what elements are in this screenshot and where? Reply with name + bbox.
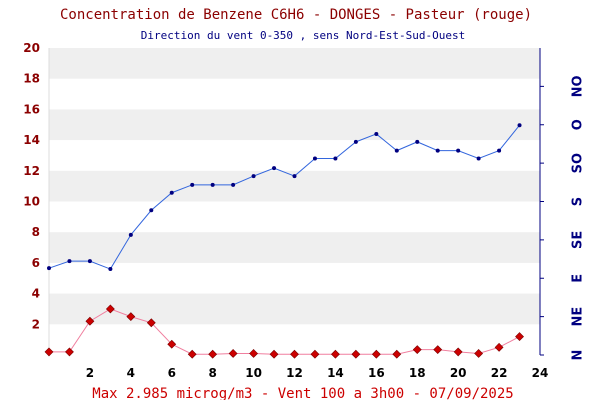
plot-background (49, 48, 540, 325)
x-tick-label: 2 (86, 366, 94, 380)
wind-point (190, 182, 195, 187)
left-axis-ticks: 2 4 6 8 10 12 14 16 18 20 (23, 41, 40, 331)
chart-title: Concentration de Benzene C6H6 - DONGES -… (60, 7, 532, 23)
benzene-point (85, 316, 95, 326)
benzene-point (330, 349, 340, 359)
wind-point (108, 267, 113, 272)
y-tick-label: 14 (23, 133, 40, 147)
wind-direction-label: S (571, 197, 586, 206)
y-tick-label: 4 (32, 287, 40, 301)
wind-point (292, 174, 297, 179)
wind-direction-series (47, 123, 522, 272)
y-tick-label: 12 (23, 164, 40, 178)
y-tick-label: 8 (32, 225, 40, 239)
x-tick-label: 10 (245, 366, 262, 380)
x-tick-label: 20 (450, 366, 467, 380)
grid-band (49, 109, 540, 141)
x-tick-label: 14 (327, 366, 344, 380)
wind-direction-axis: N NE E SE S SO O NO (539, 48, 586, 361)
y-tick-label: 2 (32, 317, 40, 331)
benzene-point (65, 347, 74, 357)
wind-point (517, 123, 522, 128)
wind-point (456, 148, 461, 153)
x-tick-label: 18 (409, 366, 426, 380)
wind-direction-label: N (571, 350, 586, 361)
wind-point (394, 148, 399, 153)
wind-line (48, 124, 520, 270)
x-tick-label: 6 (168, 366, 176, 380)
benzene-point (105, 304, 115, 314)
x-tick-label: 22 (491, 366, 508, 380)
benzene-point (412, 345, 422, 355)
wind-point (149, 208, 154, 213)
wind-direction-label: O (571, 119, 586, 130)
wind-point (169, 190, 174, 195)
wind-direction-label: E (571, 274, 586, 283)
wind-direction-label: NO (571, 75, 586, 97)
x-tick-label: 8 (208, 366, 216, 380)
wind-point (128, 232, 133, 237)
x-tick-label: 16 (368, 366, 385, 380)
benzene-point (474, 349, 484, 358)
wind-point (333, 156, 338, 161)
benzene-point (126, 312, 136, 322)
wind-point (87, 259, 92, 264)
y-tick-label: 6 (32, 256, 40, 270)
benzene-point (228, 349, 238, 358)
x-tick-label: 24 (532, 366, 549, 380)
benzene-series (44, 304, 524, 359)
y-tick-label: 20 (23, 41, 40, 55)
benzene-point (515, 332, 524, 342)
wind-point (476, 156, 481, 161)
x-tick-label: 4 (127, 366, 135, 380)
chart-footer: Max 2.985 microg/m3 - Vent 100 a 3h00 - … (92, 386, 513, 400)
benzene-point (44, 347, 54, 357)
wind-point (67, 259, 72, 264)
y-tick-label: 18 (23, 72, 40, 86)
benzene-point (494, 342, 504, 352)
grid-band (49, 293, 540, 325)
wind-point (210, 182, 215, 187)
benzene-point (167, 339, 177, 349)
benzene-point (371, 349, 381, 359)
wind-point (374, 131, 379, 136)
wind-point (497, 148, 502, 153)
x-tick-label: 12 (286, 366, 303, 380)
benzene-point (249, 349, 259, 358)
wind-point (353, 139, 358, 144)
benzene-point (208, 349, 218, 359)
wind-point (435, 148, 440, 153)
x-axis-ticks: 2 4 6 8 10 12 14 16 18 20 22 24 (86, 366, 549, 380)
y-tick-label: 16 (23, 102, 40, 116)
benzene-point (187, 349, 197, 359)
grid-band (49, 48, 540, 79)
wind-point (251, 174, 256, 179)
benzene-point (146, 318, 156, 328)
wind-point (47, 266, 51, 271)
benzene-point (310, 349, 320, 359)
grid-band (49, 232, 540, 263)
wind-point (272, 166, 277, 171)
wind-point (415, 139, 420, 144)
benzene-point (290, 349, 299, 359)
chart-subtitle: Direction du vent 0-350 , sens Nord-Est-… (141, 29, 466, 42)
wind-direction-label: SE (571, 231, 586, 249)
wind-point (231, 182, 236, 187)
benzene-point (392, 349, 402, 359)
wind-point (312, 156, 317, 161)
benzene-point (269, 349, 279, 359)
y-tick-label: 10 (23, 195, 40, 209)
benzene-point (351, 349, 361, 359)
wind-direction-label: SO (571, 153, 586, 173)
benzene-point (453, 347, 463, 357)
benzene-point (433, 345, 443, 355)
wind-direction-label: NE (571, 307, 586, 327)
